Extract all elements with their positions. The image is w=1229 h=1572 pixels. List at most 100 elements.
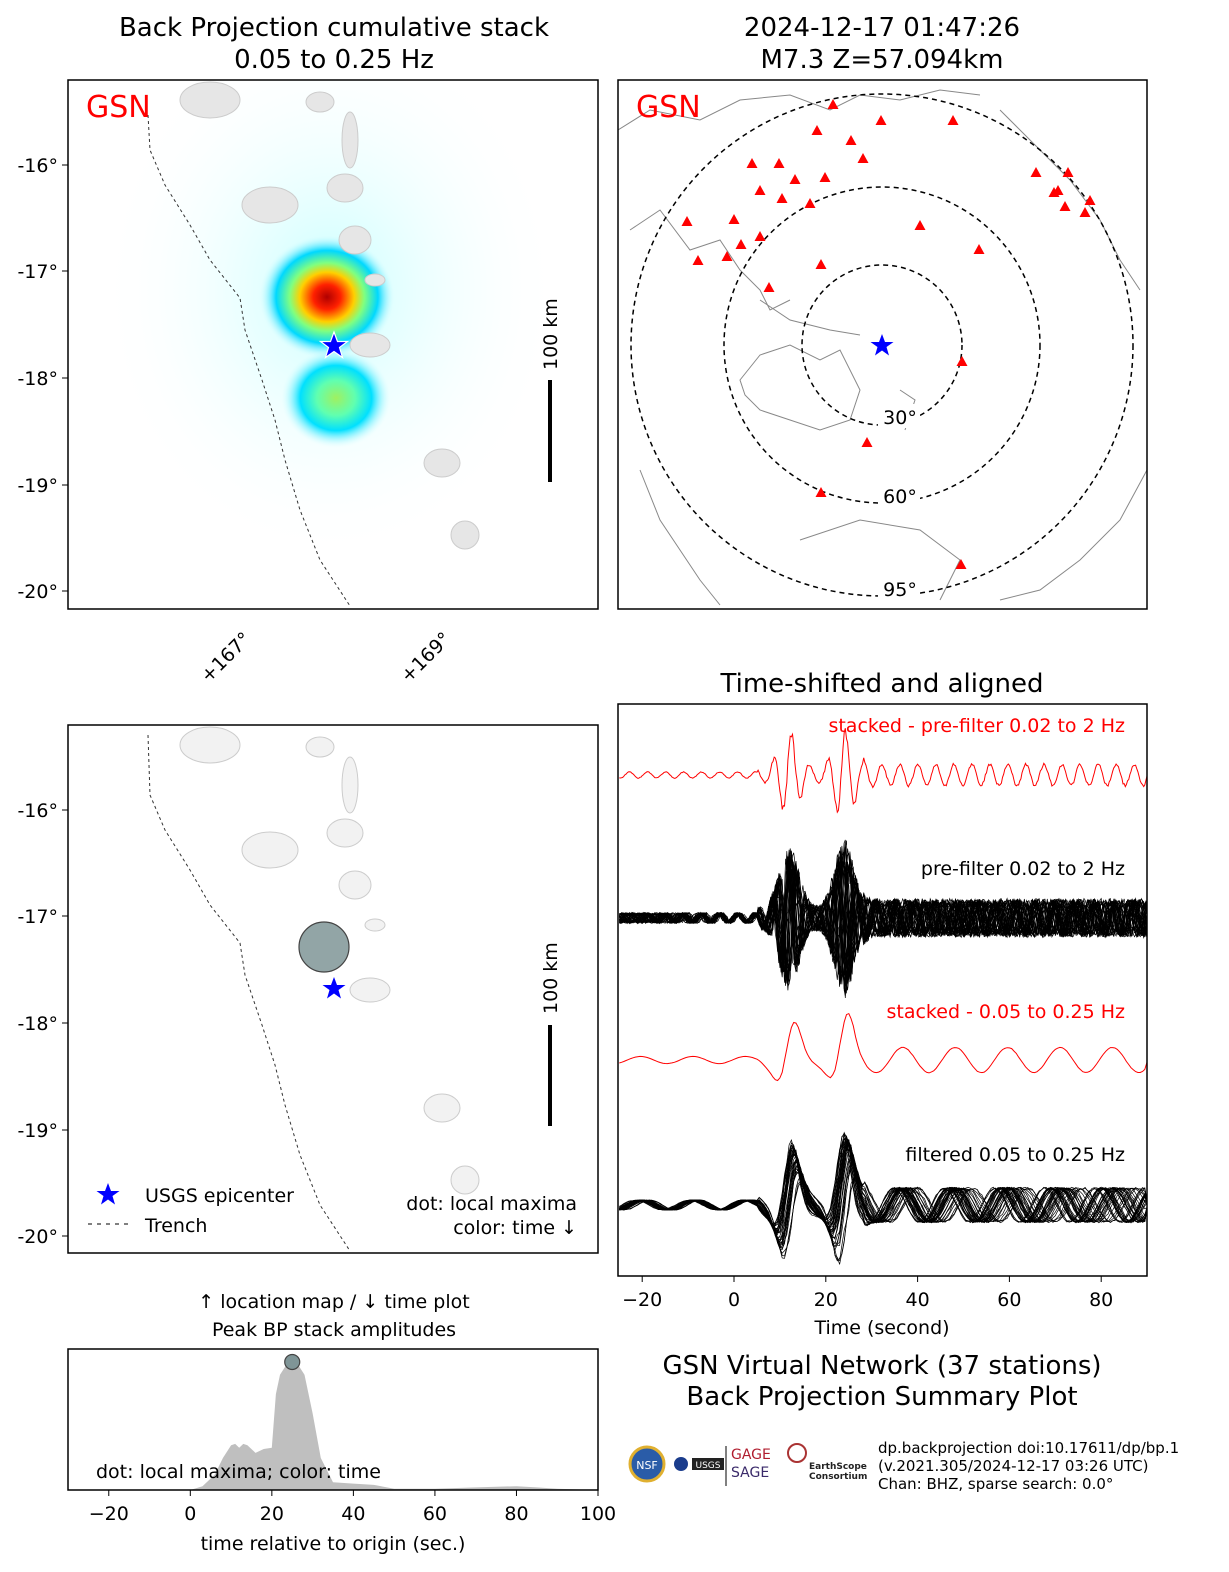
note-line1: dot: local maxima [406, 1193, 577, 1215]
nsf-logo-text: NSF [636, 1459, 658, 1472]
station-triangle-icon [857, 153, 869, 163]
network-label: GSN [636, 90, 701, 125]
x-tick: 40 [341, 1503, 365, 1525]
x-tick: 80 [504, 1503, 528, 1525]
filtered-trace [619, 1138, 1147, 1226]
series-label: pre-filter 0.02 to 2 Hz [921, 858, 1125, 880]
station-triangle-icon [728, 214, 740, 224]
scale-label: 100 km [540, 298, 562, 370]
amp-frame [67, 1348, 599, 1491]
x-tick: 40 [906, 1289, 930, 1311]
station-triangle-icon [811, 125, 823, 135]
event-magnitude-depth: M7.3 Z=57.094km [760, 45, 1003, 75]
station-triangle-icon [1030, 167, 1042, 177]
nasa-logo [674, 1457, 688, 1471]
global-map-frame [617, 79, 1148, 610]
bp-energy-max [259, 235, 395, 359]
x-tick: −20 [622, 1289, 662, 1311]
event-datetime: 2024-12-17 01:47:26 [744, 13, 1020, 43]
islands [179, 81, 480, 550]
ring-60deg [723, 186, 1041, 504]
nsf-logo [628, 1445, 666, 1483]
filtered-trace [619, 1141, 1147, 1245]
filtered-trace [619, 1156, 1147, 1250]
ring-30deg [801, 264, 963, 426]
legend-trench-label: Trench [144, 1215, 207, 1237]
local-maximum-dot [298, 921, 350, 973]
trench-line [147, 734, 351, 1252]
prefilter-trace [619, 850, 1147, 973]
lon-tick: +167° [196, 628, 255, 687]
peak-amplitude-panel: ↑ location map / ↓ time plot Peak BP sta… [67, 1291, 616, 1555]
island [326, 173, 364, 203]
x-tick: 60 [997, 1289, 1021, 1311]
station-triangle-icon [1059, 201, 1071, 211]
x-tick: 0 [728, 1289, 740, 1311]
credits-line3: Chan: BHZ, sparse search: 0.0° [878, 1475, 1113, 1493]
station-triangle-icon [827, 99, 839, 109]
local-maximum-dot [284, 1353, 301, 1371]
station-triangle-icon [763, 282, 775, 292]
lat-tick: -19° [17, 475, 58, 497]
prefilter-trace [619, 860, 1147, 983]
lon-tick: +169° [396, 628, 455, 687]
legend-epicenter-label: USGS epicenter [145, 1185, 294, 1207]
island [305, 91, 335, 113]
station-triangle-icon [754, 231, 766, 241]
bp-map-panel: Back Projection cumulative stack 0.05 to… [17, 13, 599, 687]
station-triangle-icon [947, 115, 959, 125]
station-triangle-icon [681, 216, 693, 226]
island [349, 977, 391, 1003]
usgs-logo [692, 1458, 724, 1470]
lat-tick: -16° [17, 800, 58, 822]
island [364, 273, 386, 287]
series-label: filtered 0.05 to 0.25 Hz [905, 1144, 1125, 1166]
gage-logo: GAGE [731, 1447, 771, 1463]
station-triangle-icon [861, 437, 873, 447]
island [241, 186, 299, 224]
island [450, 520, 480, 550]
island [338, 225, 372, 255]
waveform-xlabel: Time (second) [813, 1317, 949, 1339]
x-tick: 80 [1089, 1289, 1113, 1311]
station-triangle-icon [973, 244, 985, 254]
island [450, 1165, 480, 1195]
island [241, 831, 299, 869]
amp-title-line2: Peak BP stack amplitudes [212, 1319, 456, 1341]
lat-tick: -17° [17, 906, 58, 928]
ring-95deg [630, 93, 1134, 597]
lat-tick: -18° [17, 1013, 58, 1035]
filtered-trace [619, 1158, 1147, 1250]
scale-label: 100 km [540, 942, 562, 1014]
summary-line2: Back Projection Summary Plot [686, 1382, 1077, 1412]
station-triangle-icon [754, 185, 766, 195]
island [305, 736, 335, 758]
lat-tick: -20° [17, 1226, 58, 1248]
location-map-frame [67, 724, 599, 1254]
island [326, 818, 364, 848]
station-triangle-icon [956, 356, 968, 366]
waveform-title: Time-shifted and aligned [720, 669, 1044, 699]
credits-line2: (v.2021.305/2024-12-17 03:26 UTC) [878, 1457, 1148, 1475]
island [179, 726, 241, 764]
station-triangle-icon [773, 158, 785, 168]
x-tick: 100 [580, 1503, 616, 1525]
island [179, 81, 241, 119]
amp-annotation: dot: local maxima; color: time [96, 1461, 381, 1483]
series-label: stacked - pre-filter 0.02 to 2 Hz [828, 715, 1125, 737]
x-tick: −20 [89, 1503, 129, 1525]
summary-line1: GSN Virtual Network (37 stations) [662, 1351, 1101, 1381]
earthscope-logo-text: EarthScope Consortium [809, 1462, 868, 1482]
island [338, 870, 372, 900]
filtered-trace [619, 1136, 1147, 1232]
station-triangle-icon [914, 220, 926, 230]
lat-tick: -17° [17, 261, 58, 283]
island [349, 332, 391, 358]
ring-label: 60° [883, 486, 917, 508]
station-triangle-icon [875, 115, 887, 125]
island [423, 448, 461, 478]
series-label: stacked - 0.05 to 0.25 Hz [886, 1001, 1125, 1023]
prefilter-trace [619, 840, 1147, 980]
x-tick: 60 [423, 1503, 447, 1525]
